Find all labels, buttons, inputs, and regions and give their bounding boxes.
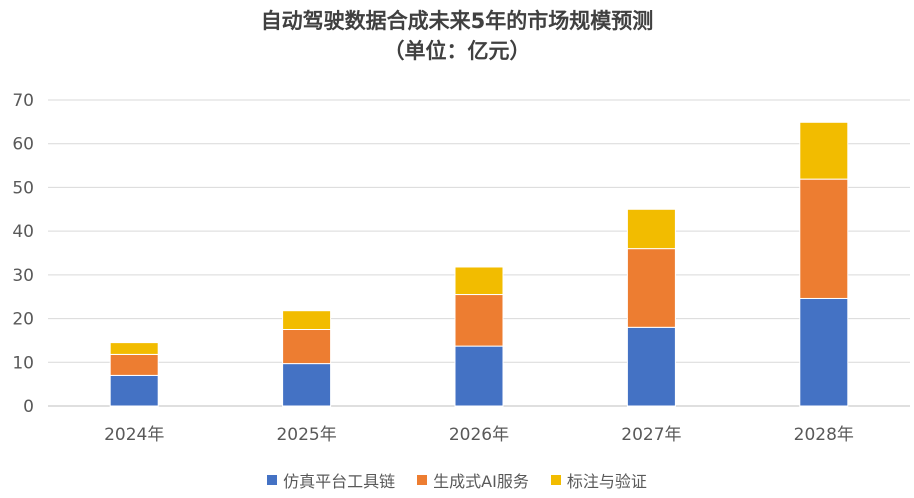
y-tick-label: 30	[12, 266, 34, 286]
chart-title: 自动驾驶数据合成未来5年的市场规模预测	[260, 9, 654, 33]
legend-swatch	[417, 475, 428, 485]
legend-label: 标注与验证	[566, 472, 647, 491]
bar-segment	[626, 248, 676, 328]
legend-label: 生成式AI服务	[433, 472, 529, 491]
y-axis-ticks: 0 10 20 30 40 50 60 70	[12, 91, 34, 417]
legend-label: 仿真平台工具链	[283, 472, 396, 491]
bars	[109, 121, 849, 407]
bar-segment	[282, 363, 332, 407]
x-tick-label: 2026年	[449, 425, 509, 445]
x-tick-label: 2027年	[621, 425, 681, 445]
legend: 仿真平台工具链 生成式AI服务 标注与验证	[0, 468, 914, 492]
y-tick-label: 20	[12, 310, 34, 330]
bar-segment	[626, 326, 676, 407]
bar-segment	[454, 294, 504, 347]
legend-item: 标注与验证	[550, 468, 647, 492]
x-axis-ticks: 2024年 2025年 2026年 2027年 2028年	[104, 425, 854, 445]
x-tick-label: 2028年	[794, 425, 854, 445]
y-tick-label: 60	[12, 135, 34, 155]
bar-segment	[799, 121, 849, 180]
y-tick-label: 10	[12, 353, 34, 373]
bar-segment	[282, 310, 332, 330]
y-tick-label: 40	[12, 222, 34, 242]
legend-swatch	[550, 475, 561, 485]
bar-segment	[626, 208, 676, 250]
x-tick-label: 2025年	[276, 425, 336, 445]
bar-segment	[282, 329, 332, 365]
x-tick-label: 2024年	[104, 425, 164, 445]
bar-segment	[109, 342, 159, 355]
legend-item: 生成式AI服务	[417, 468, 529, 492]
legend-swatch	[267, 475, 278, 485]
y-tick-label: 0	[23, 397, 34, 417]
y-tick-label: 70	[12, 91, 34, 111]
bar-segment	[799, 297, 849, 407]
legend-item: 仿真平台工具链	[267, 468, 395, 492]
chart-subtitle: （单位：亿元）	[383, 39, 531, 63]
bar-segment	[109, 353, 159, 376]
y-tick-label: 50	[12, 178, 34, 198]
bar-segment	[454, 345, 504, 407]
bar-segment	[109, 374, 159, 407]
bar-segment	[454, 266, 504, 296]
bar-segment	[799, 178, 849, 299]
